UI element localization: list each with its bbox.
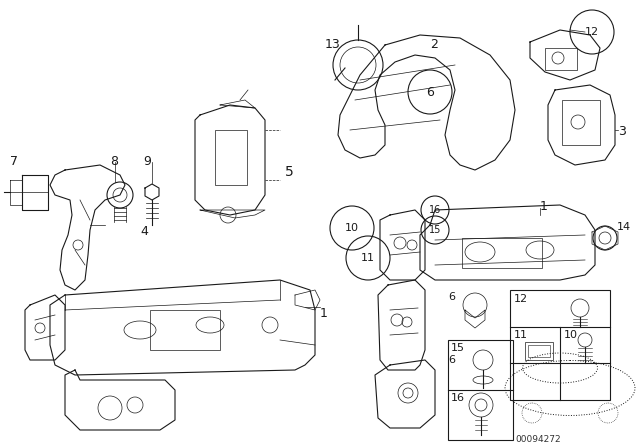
Text: 16: 16 (451, 393, 465, 403)
Bar (545, 48, 577, 70)
Bar (215, 130, 247, 185)
Text: 16: 16 (429, 205, 441, 215)
Text: 11: 11 (514, 330, 528, 340)
Text: 12: 12 (514, 294, 528, 304)
Text: 14: 14 (617, 222, 631, 232)
Text: 7: 7 (10, 155, 18, 168)
Text: 8: 8 (110, 155, 118, 168)
Text: 12: 12 (585, 27, 599, 37)
Text: 10: 10 (345, 223, 359, 233)
Text: 2: 2 (430, 38, 438, 51)
Bar (525, 342, 553, 360)
Text: 00094272: 00094272 (515, 435, 561, 444)
Text: 15: 15 (429, 225, 441, 235)
Text: 9: 9 (143, 155, 151, 168)
Text: 5: 5 (285, 165, 294, 179)
Text: 3: 3 (618, 125, 626, 138)
Text: 11: 11 (361, 253, 375, 263)
Text: 1: 1 (320, 307, 328, 320)
Bar (150, 310, 220, 350)
Bar (462, 238, 542, 268)
Text: 13: 13 (325, 38, 340, 51)
Bar (448, 340, 513, 440)
Bar (562, 100, 600, 145)
Bar (510, 290, 610, 400)
Text: 4: 4 (140, 225, 148, 238)
Text: 6: 6 (448, 355, 455, 365)
Text: 10: 10 (564, 330, 578, 340)
Text: 15: 15 (451, 343, 465, 353)
Bar (528, 345, 550, 357)
Text: 6: 6 (448, 292, 455, 302)
Text: 1: 1 (540, 200, 548, 213)
Text: 6: 6 (426, 86, 434, 99)
